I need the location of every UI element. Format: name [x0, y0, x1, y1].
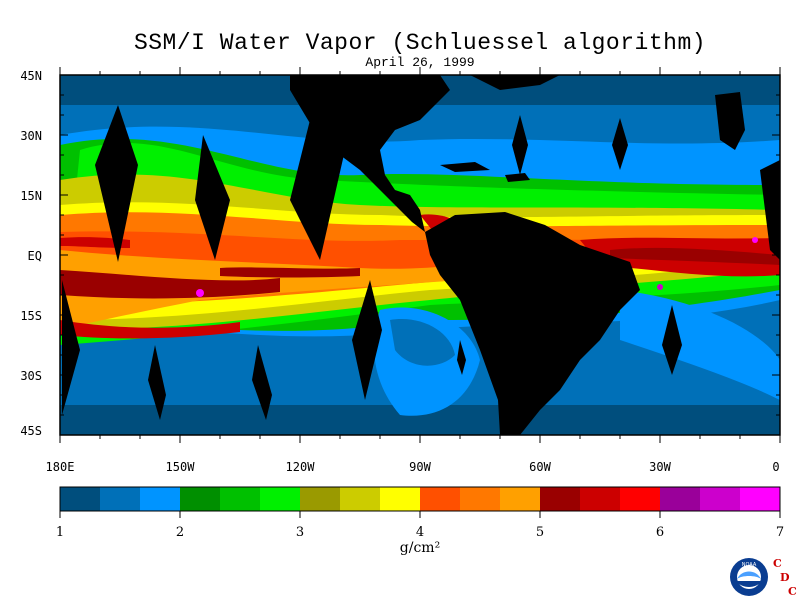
colorbar-swatch: [420, 487, 461, 511]
colorbar-swatch: [620, 487, 661, 511]
colorbar-tick-label: 2: [175, 525, 185, 540]
colorbar-swatch: [740, 487, 781, 511]
lat-label: 45S: [20, 424, 42, 438]
cdc-letter: C: [773, 557, 782, 570]
colorbar-swatch: [340, 487, 381, 511]
map-field: [60, 75, 780, 435]
colorbar: [59, 487, 781, 518]
lon-ticks: [59, 67, 781, 443]
colorbar-swatch: [140, 487, 181, 511]
colorbar-tick-label: 1: [55, 525, 65, 540]
lat-label: 30N: [20, 129, 42, 143]
colorbar-tick-label: 3: [295, 525, 305, 540]
colorbar-swatch: [500, 487, 541, 511]
map-title: SSM/I Water Vapor (Schluessel algorithm): [133, 30, 707, 56]
colorbar-swatch: [220, 487, 261, 511]
colorbar-tick-label: 6: [655, 525, 665, 540]
colorbar-frame: [59, 486, 781, 512]
lat-label: EQ: [27, 249, 42, 263]
lon-label: 180E: [45, 460, 75, 474]
colorbar-swatch: [540, 487, 581, 511]
lon-label: 30W: [649, 460, 671, 474]
lon-label: 60W: [529, 460, 551, 474]
colorbar-swatch: [260, 487, 301, 511]
colorbar-tick-label: 7: [775, 525, 785, 540]
colorbar-tick-label: 5: [535, 525, 545, 540]
cdc-letter: D: [780, 571, 790, 584]
colorbar-swatch: [660, 487, 701, 511]
colorbar-swatch: [580, 487, 621, 511]
lon-label: 120W: [285, 460, 315, 474]
colorbar-tick-label: 4: [415, 525, 425, 540]
colorbar-swatch: [380, 487, 421, 511]
lat-label: 15N: [20, 189, 42, 203]
lon-label: 150W: [165, 460, 195, 474]
colorbar-swatch: [180, 487, 221, 511]
colorbar-swatch: [60, 487, 101, 511]
colorbar-unit: g/cm²: [399, 540, 441, 556]
noaa-text: NOAA: [742, 562, 757, 568]
lat-label: 30S: [20, 369, 42, 383]
lat-label: 45N: [20, 69, 42, 83]
colorbar-swatch: [460, 487, 501, 511]
lon-label: 0: [772, 460, 780, 474]
colorbar-swatch: [100, 487, 141, 511]
cdc-letter: C: [788, 585, 797, 598]
lon-label: 90W: [409, 460, 431, 474]
lat-label: 15S: [20, 309, 42, 323]
colorbar-swatch: [300, 487, 341, 511]
noaa-cdc-logo: NOAA C D C: [730, 557, 797, 598]
map-date: April 26, 1999: [365, 55, 475, 70]
colorbar-swatch: [700, 487, 741, 511]
lat-ticks: [60, 74, 780, 436]
land-masses: [62, 75, 780, 435]
